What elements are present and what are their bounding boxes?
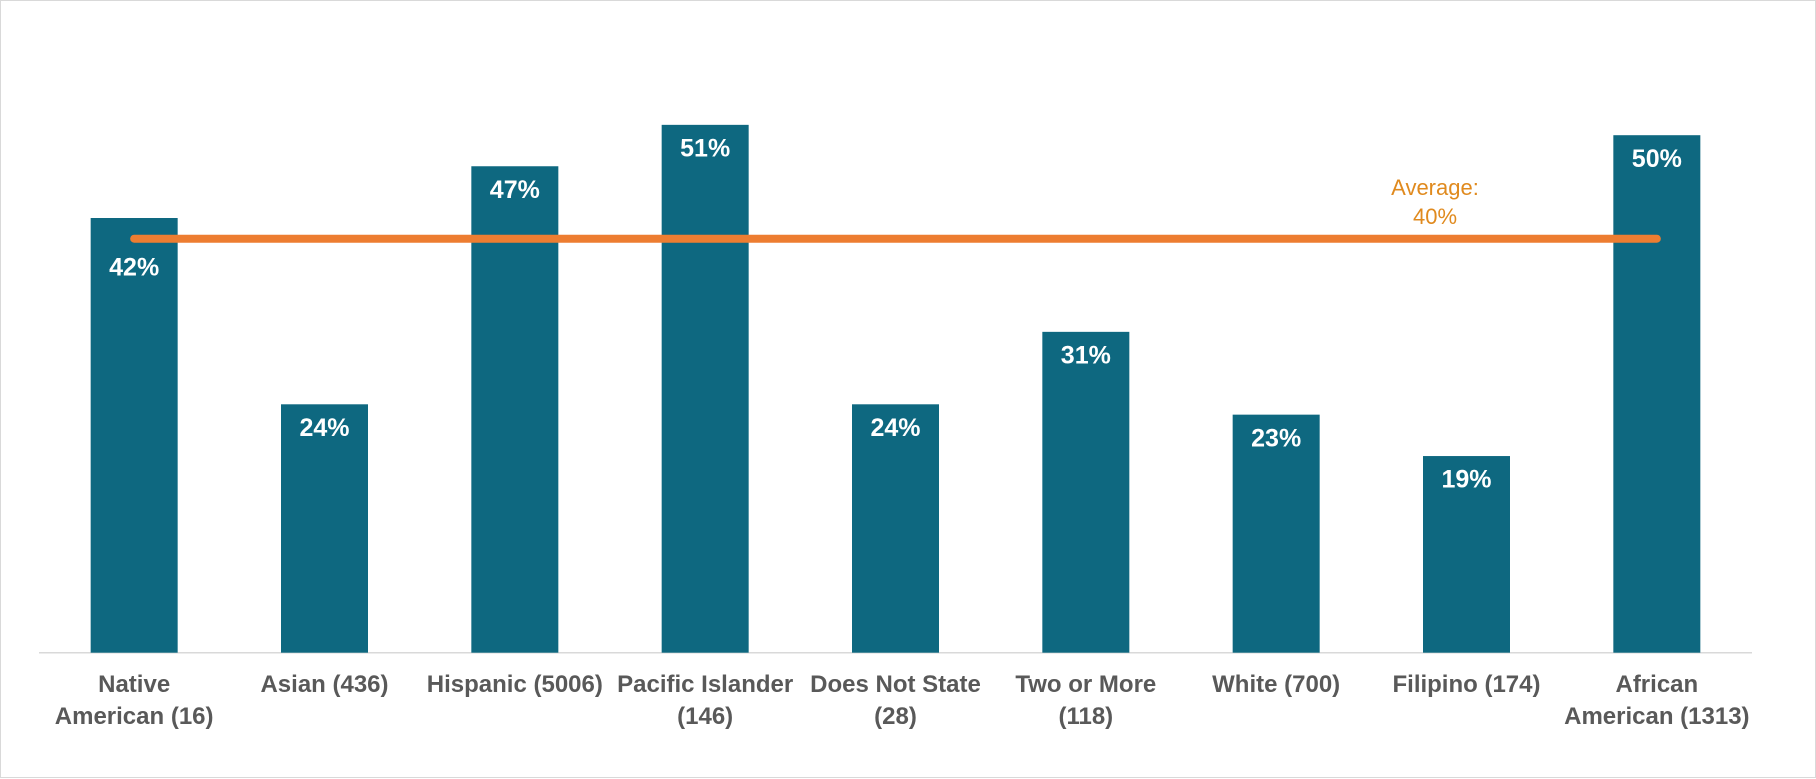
x-tick-label: Hispanic (5006) [426, 671, 603, 698]
x-tick-label: Pacific Islander (146) [617, 671, 794, 730]
value-label: 51% [680, 134, 730, 162]
bar [852, 404, 939, 653]
x-tick-label: African American (1313) [1564, 671, 1750, 730]
x-tick-label: Two or More (118) [1015, 671, 1157, 730]
x-tick-label: White (700) [1212, 671, 1341, 698]
value-label: 24% [299, 414, 349, 442]
bar [471, 166, 559, 653]
value-label: 24% [870, 414, 920, 442]
x-tick-label: Native American (16) [54, 671, 214, 730]
bar [1423, 456, 1510, 653]
value-label: 42% [109, 253, 159, 281]
bar [661, 124, 749, 653]
value-label: 19% [1441, 466, 1491, 494]
average-value: 40% [1413, 204, 1457, 229]
value-label: 50% [1632, 145, 1682, 173]
bar [90, 218, 178, 653]
bar [1232, 414, 1320, 653]
value-label: 31% [1061, 341, 1111, 369]
bar [1042, 331, 1130, 653]
x-tick-label: Does Not State (28) [810, 671, 981, 730]
x-tick-label: Filipino (174) [1392, 671, 1541, 698]
x-tick-label: Asian (436) [260, 671, 389, 698]
bar [1613, 135, 1701, 653]
average-label: Average: [1391, 175, 1479, 200]
value-label: 23% [1251, 424, 1301, 452]
value-label: 47% [490, 176, 540, 204]
bar [281, 404, 368, 653]
